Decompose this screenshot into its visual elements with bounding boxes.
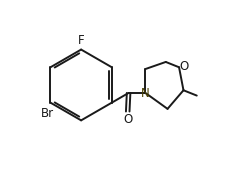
- Text: Br: Br: [41, 107, 54, 120]
- Text: O: O: [179, 60, 189, 73]
- Text: N: N: [141, 87, 150, 100]
- Text: O: O: [123, 113, 132, 126]
- Text: F: F: [78, 34, 84, 47]
